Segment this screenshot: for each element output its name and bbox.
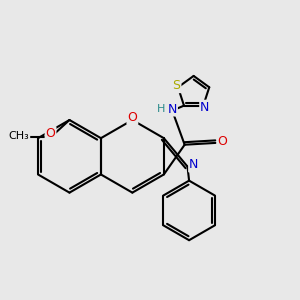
Text: O: O (46, 127, 56, 140)
Text: O: O (128, 111, 137, 124)
Text: N: N (167, 103, 177, 116)
Text: N: N (200, 101, 210, 114)
Text: H: H (157, 104, 165, 114)
Text: O: O (218, 135, 227, 148)
Text: N: N (189, 158, 199, 172)
Text: S: S (172, 79, 180, 92)
Text: CH₃: CH₃ (9, 131, 29, 141)
